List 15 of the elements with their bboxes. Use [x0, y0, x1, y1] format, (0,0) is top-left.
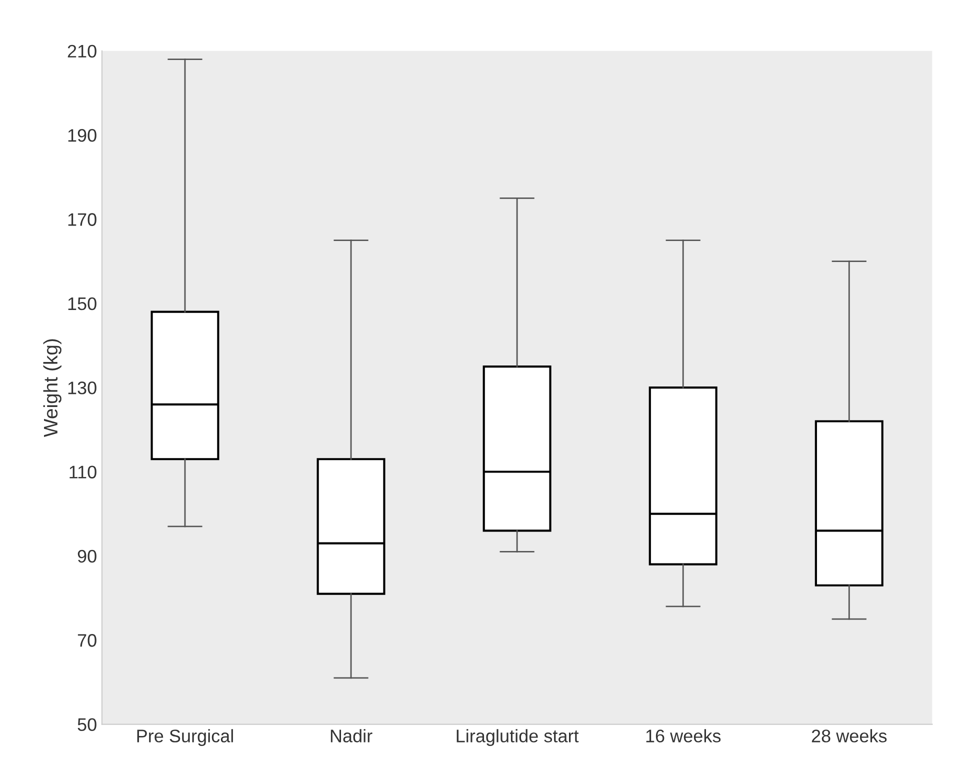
y-tick-label: 190	[68, 129, 96, 142]
y-tick-label: 130	[68, 382, 96, 394]
y-tick-label: 110	[70, 466, 96, 478]
x-tick-label: 28 weeks	[812, 729, 887, 742]
y-axis-title: Weight (kg)	[43, 339, 62, 438]
x-tick-label: Pre Surgical	[137, 729, 233, 746]
y-tick-label: 50	[78, 718, 96, 731]
x-tick-label: Liraglutide start	[456, 729, 579, 746]
x-tick-label: Nadir	[330, 729, 372, 742]
y-tick-label: 150	[68, 297, 96, 310]
y-tick-label: 210	[68, 44, 96, 58]
y-tick-label: 90	[78, 550, 96, 563]
y-tick-label: 70	[78, 634, 96, 647]
x-tick-label: 16 weeks	[646, 729, 721, 742]
y-tick-label: 170	[68, 213, 96, 226]
